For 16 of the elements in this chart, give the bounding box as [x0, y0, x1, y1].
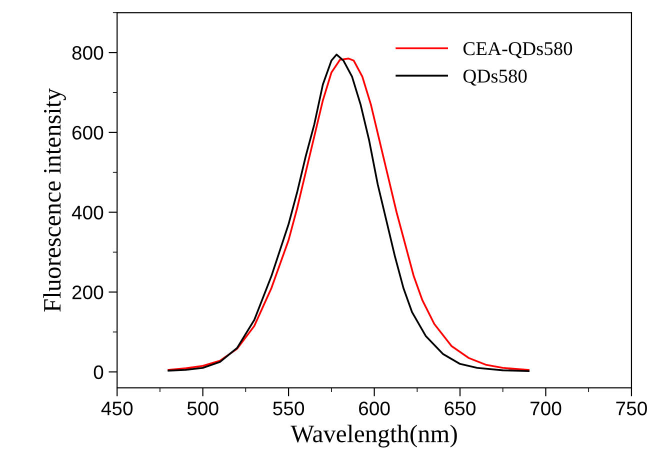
- y-tick-label: 200: [72, 286, 104, 300]
- y-tick-label: 0: [94, 365, 104, 380]
- y-tick-label: 600: [72, 126, 104, 140]
- x-tick-label: 500: [187, 402, 218, 416]
- x-tick-label: 550: [273, 402, 304, 416]
- y-axis-title: Fluorescence intensity: [43, 88, 66, 312]
- y-tick-label: 400: [72, 206, 104, 220]
- x-tick-label: 700: [530, 402, 562, 416]
- legend-label: QDs580: [463, 70, 527, 86]
- x-tick-label: 650: [444, 402, 476, 416]
- x-tick-label: 450: [101, 402, 133, 416]
- x-tick-label: 600: [359, 402, 390, 416]
- legend-label: CEA-QDs580: [463, 42, 572, 58]
- x-axis-title: Wavelength(nm): [290, 424, 457, 448]
- x-tick-label: 750: [616, 402, 647, 416]
- y-tick-label: 800: [72, 46, 104, 60]
